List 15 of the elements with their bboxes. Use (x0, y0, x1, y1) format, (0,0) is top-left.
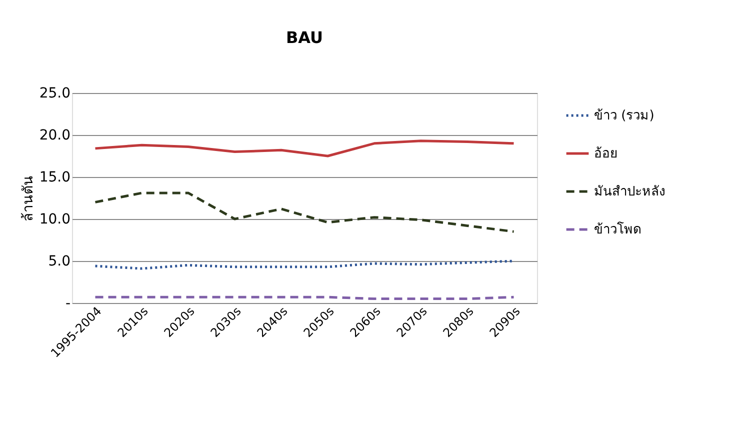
y-tick-label: 25.0 (39, 86, 70, 102)
y-tick-label: 15.0 (39, 170, 70, 186)
y-tick-label: - (65, 296, 70, 312)
y-axis-title: ล้านตัน (20, 176, 36, 222)
legend-label: อ้อย (594, 146, 618, 162)
legend-label: ข้าว (รวม) (594, 108, 654, 124)
line-series (94, 260, 515, 270)
legend-label: ข้าวโพด (594, 222, 641, 238)
line-series (94, 192, 515, 233)
legend-label: มันสำปะหลัง (594, 184, 665, 200)
chart-title: BAU (286, 28, 324, 47)
y-tick-label: 20.0 (39, 128, 70, 144)
y-tick-label: 5.0 (48, 254, 70, 270)
y-tick-label: 10.0 (39, 212, 70, 228)
line-series (94, 140, 515, 158)
